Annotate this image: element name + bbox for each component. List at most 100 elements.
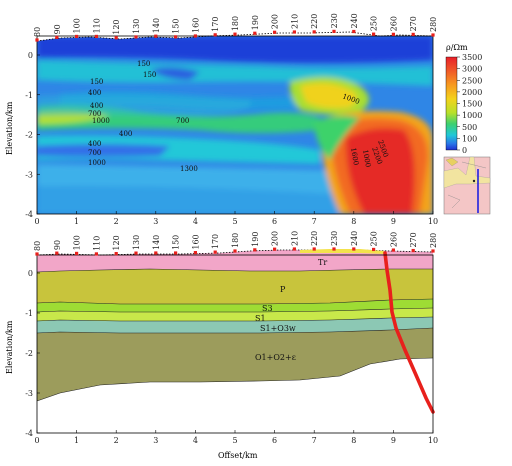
station-marker: [94, 252, 98, 256]
station-marker: [193, 251, 197, 255]
station-label: 80: [33, 241, 42, 251]
x-tick-label: 0: [34, 217, 39, 226]
station-label: 120: [112, 19, 121, 34]
contour-label: 1000: [92, 117, 110, 125]
y-tick-label: -3: [25, 389, 33, 398]
station-marker: [312, 247, 316, 251]
x-tick-label: 9: [391, 217, 396, 226]
layer-O-cambrian: [37, 328, 433, 401]
station-label: 130: [132, 19, 141, 34]
station-label: 110: [92, 18, 101, 33]
x-tick-label: 7: [312, 217, 317, 226]
contour-label: 400: [90, 102, 103, 110]
station-label: 140: [152, 18, 161, 33]
station-marker: [292, 30, 296, 34]
x-tick-label: 3: [153, 436, 158, 445]
x-tick-label: 4: [193, 217, 198, 226]
station-label: 200: [271, 14, 280, 29]
y-tick-label: -2: [25, 131, 33, 140]
station-label: 190: [251, 232, 260, 247]
station-label: 270: [409, 16, 418, 31]
contour-label: 400: [88, 89, 101, 97]
station-marker: [431, 249, 435, 253]
station-marker: [193, 34, 197, 38]
station-label: 90: [53, 24, 62, 34]
x-tick-label: 10: [428, 436, 438, 445]
station-marker: [174, 35, 178, 39]
fault-line: [383, 251, 435, 414]
colorbar-tick-label: 2500: [462, 76, 482, 85]
colorbar-tick-label: 3000: [462, 65, 482, 74]
station-label: 250: [370, 231, 379, 246]
station-marker: [55, 35, 59, 40]
station-marker: [213, 250, 217, 254]
station-label: 90: [53, 240, 62, 250]
y-tick-label: -1: [25, 91, 33, 100]
contour-label: 700: [88, 110, 101, 118]
station-marker: [332, 29, 336, 33]
layer-Tr: [37, 250, 433, 272]
station-label: 160: [191, 18, 200, 33]
contour-label: 150: [137, 60, 150, 68]
contour-label: 700: [88, 149, 101, 157]
station-marker: [292, 247, 296, 251]
station-label: 210: [290, 14, 299, 29]
station-label: 210: [290, 231, 299, 246]
station-label: 150: [172, 19, 181, 34]
colorbar-tick-label: 3500: [462, 53, 482, 62]
x-tick-label: 1: [74, 436, 79, 445]
colorbar-tick-label: 500: [462, 123, 477, 132]
x-tick-label: 0: [34, 436, 39, 445]
station-label: 190: [251, 15, 260, 30]
station-label: 180: [231, 16, 240, 31]
x-tick-label: 2: [114, 217, 119, 226]
y-tick-label: -4: [25, 210, 33, 219]
layer-label-O-cambrian: O1+O2+ε: [255, 353, 296, 362]
station-label: 140: [152, 235, 161, 250]
x-tick-label: 1: [74, 217, 79, 226]
station-label: 220: [310, 231, 319, 246]
bottom-y-ticks: 0 -1 -2 -3 -4: [25, 269, 40, 438]
station-label: 170: [211, 17, 220, 32]
colorbar-title: ρ/Ωm: [446, 43, 468, 52]
layer-S3: [37, 299, 433, 312]
station-marker: [75, 251, 79, 256]
bottom-x-axis-label: Offset/km: [218, 451, 258, 460]
station-marker: [391, 248, 395, 252]
station-marker: [213, 33, 217, 37]
station-label: 200: [271, 231, 280, 246]
station-label: 240: [350, 13, 359, 28]
x-tick-label: 5: [232, 217, 237, 226]
station-marker: [431, 33, 435, 37]
station-marker: [233, 32, 237, 36]
colorbar-tick-label: 100: [462, 134, 477, 143]
station-label: 230: [330, 13, 339, 28]
station-marker: [411, 32, 415, 36]
station-label: 100: [73, 18, 82, 33]
colorbar-tick-label: 1500: [462, 100, 482, 109]
contour-label: 150: [143, 71, 156, 79]
x-tick-label: 2: [114, 436, 119, 445]
station-marker: [253, 31, 257, 35]
station-marker: [253, 248, 257, 252]
station-label: 80: [33, 27, 42, 37]
contour-label: 150: [90, 78, 103, 86]
station-label: 280: [429, 233, 438, 248]
bottom-stations: 80 90 100 110 120 130 140 150 160 170 180 190 200 210…: [33, 231, 438, 256]
station-label: 260: [389, 232, 398, 247]
y-tick-label: 0: [28, 269, 33, 278]
station-marker: [55, 251, 59, 255]
station-label: 100: [73, 235, 82, 250]
station-marker: [75, 34, 79, 39]
x-tick-label: 4: [193, 436, 198, 445]
station-marker: [332, 247, 336, 251]
y-tick-label: -4: [25, 429, 33, 438]
colorbar-tick-label: 1000: [462, 111, 482, 120]
layer-label-Tr: Tr: [318, 258, 327, 267]
y-tick-label: -1: [25, 309, 33, 318]
bottom-y-axis-label: Elevation/km: [5, 320, 14, 374]
station-marker: [154, 251, 158, 255]
